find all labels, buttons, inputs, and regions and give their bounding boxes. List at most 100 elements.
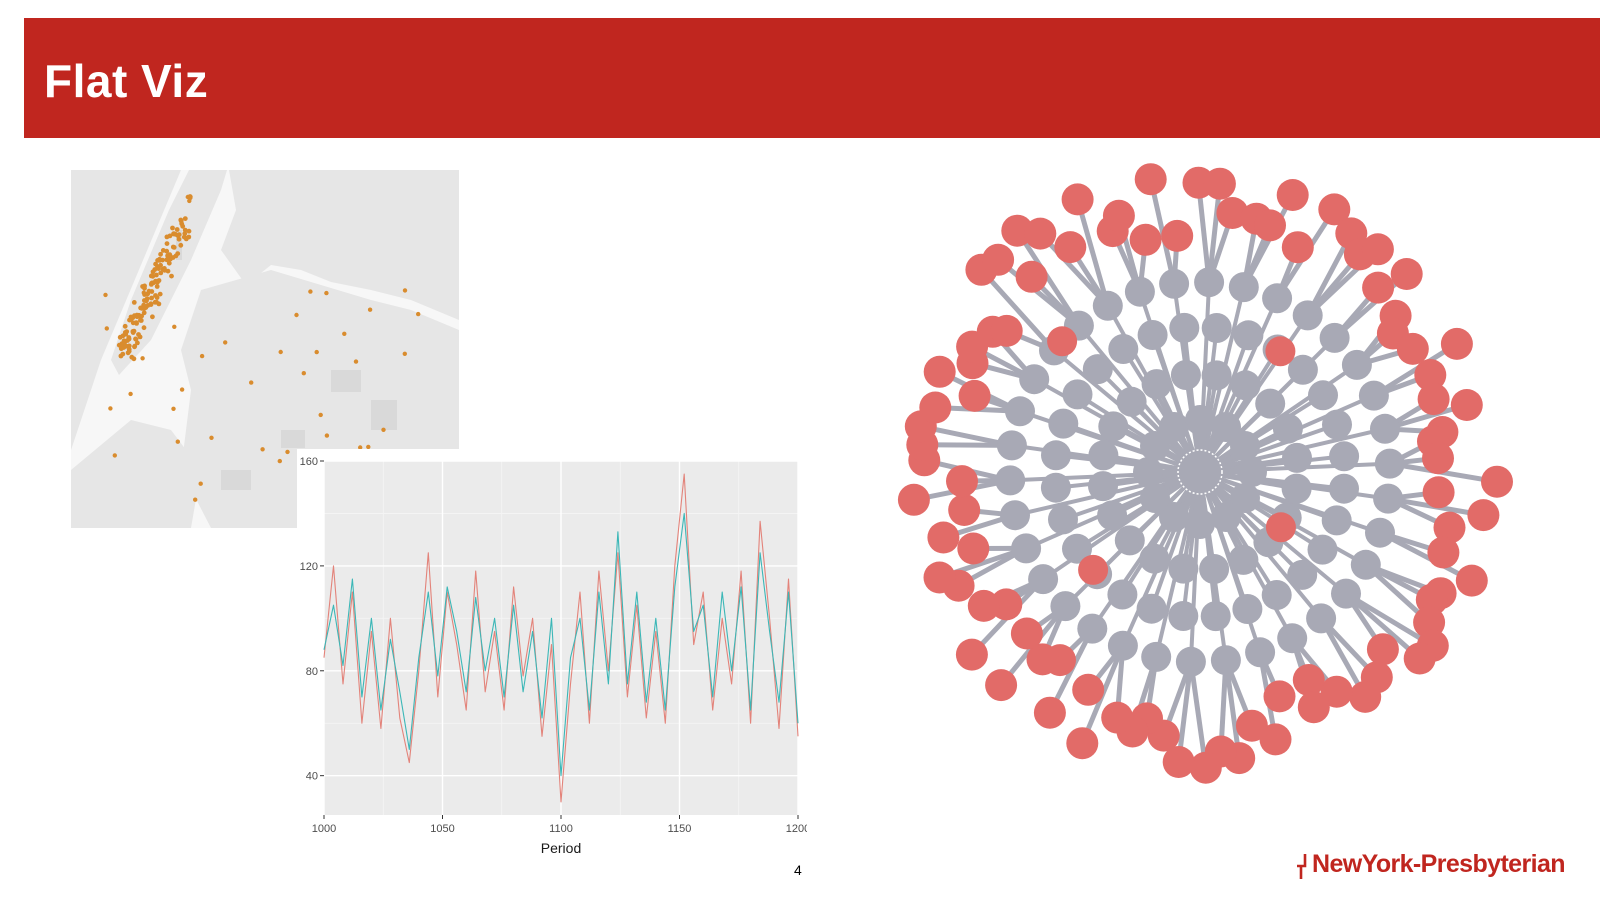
network-node[interactable] bbox=[1011, 533, 1042, 564]
network-leaf-node[interactable] bbox=[1026, 643, 1059, 676]
network-node[interactable] bbox=[1168, 601, 1199, 631]
network-node[interactable] bbox=[1200, 601, 1231, 632]
network-node[interactable] bbox=[1307, 534, 1338, 565]
network-node[interactable] bbox=[1201, 313, 1232, 343]
network-leaf-node[interactable] bbox=[1235, 709, 1268, 742]
map-point[interactable] bbox=[285, 449, 290, 455]
center-node[interactable] bbox=[1177, 449, 1223, 495]
map-point[interactable] bbox=[402, 288, 408, 293]
map-point[interactable] bbox=[416, 311, 421, 317]
network-node[interactable] bbox=[1230, 370, 1261, 401]
network-leaf-node[interactable] bbox=[1320, 675, 1353, 708]
network-node[interactable] bbox=[1365, 517, 1395, 548]
network-leaf-node[interactable] bbox=[1361, 233, 1394, 266]
map-point[interactable] bbox=[148, 301, 154, 307]
network-node[interactable] bbox=[1282, 442, 1312, 473]
map-point[interactable] bbox=[154, 284, 160, 289]
network-node-highlight[interactable] bbox=[1265, 336, 1296, 367]
network-leaf-node[interactable] bbox=[1403, 642, 1436, 675]
network-leaf-node[interactable] bbox=[1033, 696, 1066, 729]
map-point[interactable] bbox=[130, 320, 136, 326]
map-point[interactable] bbox=[260, 447, 265, 452]
network-leaf-node[interactable] bbox=[957, 532, 990, 565]
map-point[interactable] bbox=[136, 332, 141, 337]
map-point[interactable] bbox=[209, 435, 214, 440]
network-node[interactable] bbox=[1175, 646, 1206, 677]
map-point[interactable] bbox=[144, 298, 149, 304]
network-node[interactable] bbox=[1321, 505, 1352, 536]
map-point[interactable] bbox=[104, 326, 109, 331]
network-node[interactable] bbox=[1108, 334, 1139, 364]
network-leaf-node[interactable] bbox=[1129, 223, 1162, 256]
network-node[interactable] bbox=[1322, 409, 1352, 440]
network-leaf-node[interactable] bbox=[1481, 465, 1513, 498]
network-node[interactable] bbox=[1350, 549, 1381, 580]
map-point[interactable] bbox=[154, 272, 159, 278]
network-leaf-node[interactable] bbox=[1061, 183, 1094, 216]
map-point[interactable] bbox=[143, 305, 149, 310]
network-leaf-node[interactable] bbox=[1467, 499, 1500, 532]
network-node[interactable] bbox=[1062, 379, 1093, 410]
network-leaf-node[interactable] bbox=[1440, 327, 1473, 360]
map-point[interactable] bbox=[171, 406, 176, 411]
network-leaf-node[interactable] bbox=[1297, 691, 1330, 724]
map-point[interactable] bbox=[169, 273, 174, 279]
map-point[interactable] bbox=[157, 256, 162, 262]
network-node[interactable] bbox=[1169, 312, 1200, 343]
network-node[interactable] bbox=[996, 430, 1027, 461]
network-node[interactable] bbox=[1329, 441, 1360, 472]
map-point[interactable] bbox=[156, 266, 161, 271]
map-point[interactable] bbox=[150, 269, 156, 275]
network-leaf-node[interactable] bbox=[967, 589, 1000, 622]
map-point[interactable] bbox=[140, 356, 145, 361]
map-point[interactable] bbox=[249, 380, 254, 385]
network-node[interactable] bbox=[1308, 380, 1338, 411]
map-point[interactable] bbox=[170, 225, 175, 231]
network-node[interactable] bbox=[1141, 641, 1172, 672]
map-point[interactable] bbox=[126, 348, 132, 354]
network-node[interactable] bbox=[1210, 645, 1241, 676]
network-node[interactable] bbox=[1136, 593, 1167, 624]
network-node[interactable] bbox=[1107, 579, 1138, 610]
map-point[interactable] bbox=[131, 300, 137, 305]
map-point[interactable] bbox=[182, 231, 188, 236]
map-point[interactable] bbox=[179, 387, 185, 392]
network-leaf-node[interactable] bbox=[1216, 197, 1249, 229]
map-point[interactable] bbox=[170, 244, 176, 250]
network-leaf-node[interactable] bbox=[1189, 751, 1222, 784]
network-leaf-node[interactable] bbox=[1292, 664, 1325, 696]
map-point[interactable] bbox=[199, 353, 205, 359]
network-leaf-node[interactable] bbox=[1396, 332, 1429, 365]
network-node[interactable] bbox=[1088, 471, 1118, 502]
network-node[interactable] bbox=[1319, 322, 1350, 353]
network-node[interactable] bbox=[1005, 396, 1035, 427]
network-node[interactable] bbox=[1141, 369, 1172, 400]
map-point[interactable] bbox=[198, 481, 203, 486]
map-point[interactable] bbox=[124, 329, 130, 334]
network-leaf-node[interactable] bbox=[1422, 442, 1454, 475]
network-node[interactable] bbox=[1233, 320, 1264, 351]
network-node[interactable] bbox=[1062, 533, 1092, 564]
network-node[interactable] bbox=[995, 465, 1026, 496]
network-node[interactable] bbox=[1092, 290, 1123, 321]
map-point[interactable] bbox=[182, 216, 188, 221]
network-leaf-node[interactable] bbox=[955, 638, 988, 671]
map-point[interactable] bbox=[324, 290, 329, 296]
map-point[interactable] bbox=[366, 444, 371, 450]
network-leaf-node[interactable] bbox=[1422, 476, 1455, 509]
map-point[interactable] bbox=[294, 312, 299, 318]
network-node[interactable] bbox=[1373, 483, 1404, 514]
network-leaf-node[interactable] bbox=[1161, 219, 1194, 252]
map-point[interactable] bbox=[158, 270, 164, 276]
network-node[interactable] bbox=[1228, 272, 1259, 303]
map-point[interactable] bbox=[187, 194, 193, 199]
map-point[interactable] bbox=[162, 267, 168, 273]
map-point[interactable] bbox=[166, 260, 172, 266]
map-point[interactable] bbox=[142, 285, 147, 291]
map-point[interactable] bbox=[112, 453, 117, 458]
network-node[interactable] bbox=[1140, 483, 1170, 513]
map-point[interactable] bbox=[138, 317, 143, 323]
network-node[interactable] bbox=[1041, 440, 1071, 471]
network-leaf-node[interactable] bbox=[927, 521, 960, 554]
map-point[interactable] bbox=[173, 253, 179, 259]
